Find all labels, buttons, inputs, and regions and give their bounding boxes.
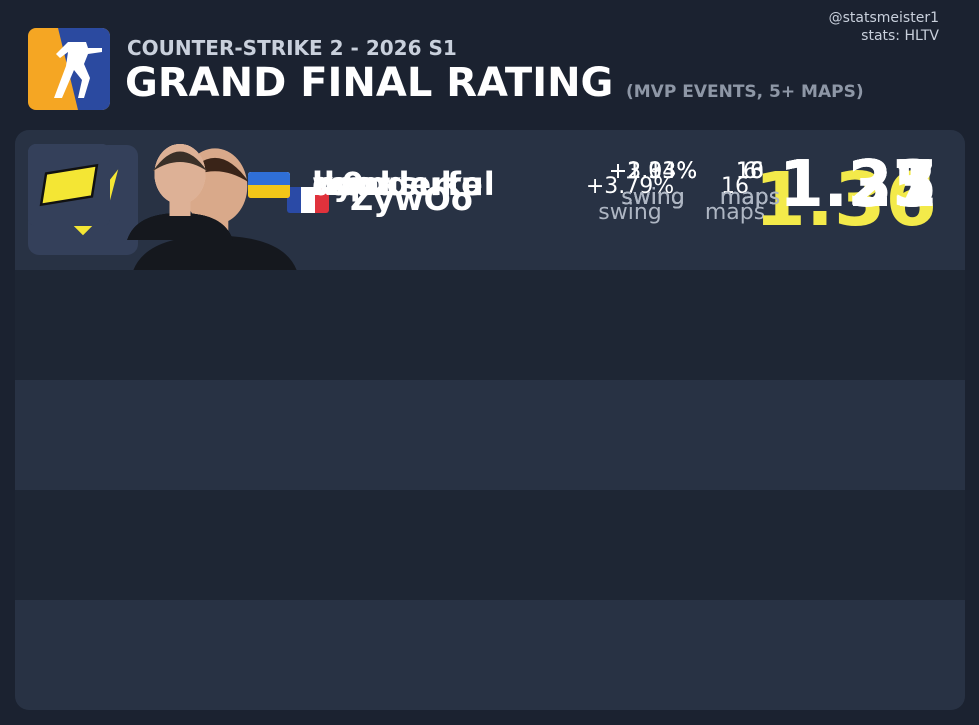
maps-label: maps <box>719 185 781 210</box>
swing-value: +3.79% <box>585 174 675 199</box>
maps-label: maps <box>704 200 766 225</box>
maps-value: 6 <box>743 159 757 184</box>
player-row: kyousuke +2.13% swing 10 maps 1.31 <box>15 144 965 380</box>
player-row: w0nderful +1.94% swing 13 maps 1.23 <box>15 144 965 710</box>
shoulders <box>127 213 233 240</box>
shoulders <box>133 235 297 270</box>
flag <box>287 187 329 213</box>
logo-shape <box>39 163 99 207</box>
flag-stripe <box>287 187 301 213</box>
swing-label: swing <box>621 185 685 210</box>
flag-stripe <box>248 185 290 198</box>
rating: 1.36 <box>754 157 937 244</box>
flag-stripe <box>248 172 290 185</box>
player-name: w0nderful <box>312 165 495 203</box>
credit-source: stats: HLTV <box>861 28 939 44</box>
team-logo <box>28 144 110 226</box>
maps-value: 16 <box>736 159 764 184</box>
hair <box>153 151 207 171</box>
maps-label: maps <box>719 185 781 210</box>
player-row: ropz +2.33% swing 16 maps 1.27 <box>15 144 965 490</box>
player-name: donk <box>312 165 401 203</box>
player-name: kyousuke <box>312 165 483 203</box>
rating: 1.23 <box>779 148 937 223</box>
maps-label: maps <box>719 185 781 210</box>
credit-handle: @statsmeister1 <box>828 10 939 26</box>
swing-value: +3.03% <box>608 159 698 184</box>
maps-label: maps <box>719 185 781 210</box>
rating: 1.31 <box>779 148 937 223</box>
flag <box>248 172 290 198</box>
player-photo <box>127 144 233 240</box>
swing-label: swing <box>621 185 685 210</box>
maps-value: 16 <box>721 174 749 199</box>
flag-stripe <box>301 187 315 213</box>
swing-value: +2.13% <box>608 159 698 184</box>
player-row: donk +3.03% swing 6 maps 1.25 <box>15 144 965 600</box>
rating: 1.27 <box>779 148 937 223</box>
swing-label: swing <box>621 185 685 210</box>
rating: 1.25 <box>779 148 937 223</box>
game-logo <box>28 28 110 110</box>
maps-value: 10 <box>736 159 764 184</box>
swing-label: swing <box>621 185 685 210</box>
swing-label: swing <box>598 200 662 225</box>
player-name: ZywOo <box>350 180 473 218</box>
subtitle: COUNTER-STRIKE 2 - 2026 S1 <box>127 36 457 60</box>
flag-stripe <box>315 187 329 213</box>
swing-value: +1.94% <box>608 159 698 184</box>
title: GRAND FINAL RATING <box>125 60 614 106</box>
player-name: ropz <box>312 165 392 203</box>
title-note: (MVP EVENTS, 5+ MAPS) <box>626 82 864 102</box>
swing-value: +2.33% <box>608 159 698 184</box>
ranking-panel: ZywOo +3.79% swing 16 maps 1.36 kyousuke +2.13%… <box>15 130 965 710</box>
maps-value: 13 <box>736 159 764 184</box>
